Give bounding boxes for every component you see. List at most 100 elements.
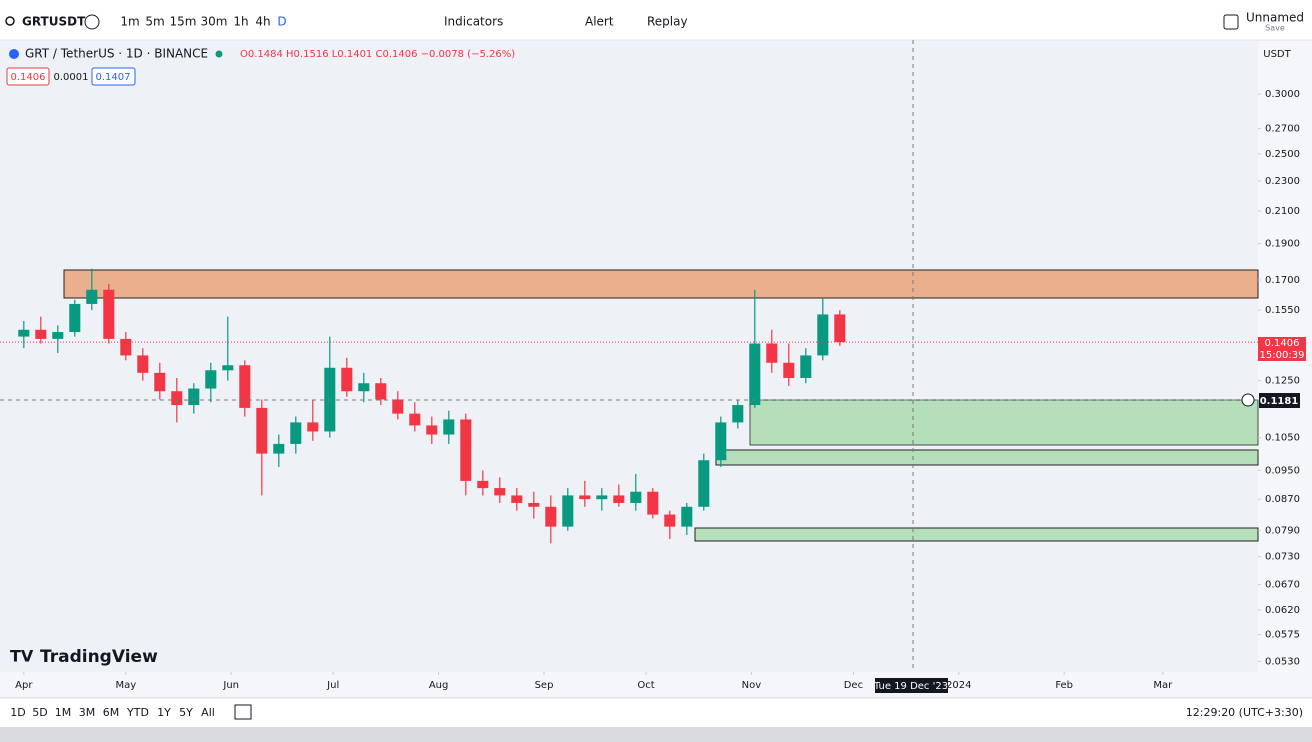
currency[interactable]: USDT <box>1263 49 1291 60</box>
y-tick-label: 0.0620 <box>1265 605 1300 616</box>
alert[interactable]: Alert <box>585 15 614 29</box>
plot-area <box>0 40 1258 672</box>
time-axis <box>0 672 1312 698</box>
date-range-icon[interactable] <box>234 704 252 720</box>
price-tag-value: 0.1406 <box>1265 338 1300 349</box>
range-button[interactable]: 5D <box>32 706 47 719</box>
x-tick-label: Jul <box>326 680 339 691</box>
candle-body <box>375 383 387 400</box>
candle-body <box>681 506 693 527</box>
interval[interactable]: 1m <box>120 15 139 29</box>
range-button[interactable]: All <box>201 706 215 719</box>
candle-body <box>392 399 404 414</box>
candle-body <box>460 419 472 481</box>
candle-body <box>562 495 574 527</box>
candle-body <box>154 372 166 392</box>
add-symbol[interactable] <box>84 14 100 30</box>
candle-body <box>596 495 608 500</box>
x-tick-label: Feb <box>1055 680 1073 691</box>
legend-title: GRT / TetherUS · 1D · BINANCE <box>25 47 208 61</box>
y-tick-label: 0.1050 <box>1265 433 1300 444</box>
x-tick-label: Dec <box>844 680 863 691</box>
y-tick-label: 0.2300 <box>1265 176 1300 187</box>
interval[interactable]: 5m <box>145 15 164 29</box>
y-tick-label: 0.0790 <box>1265 526 1300 537</box>
candle-body <box>834 314 846 343</box>
candle-body <box>749 343 761 406</box>
range-button[interactable]: YTD <box>126 706 149 719</box>
symbol[interactable]: GRTUSDT <box>22 15 86 29</box>
y-tick-label: 0.0670 <box>1265 580 1300 591</box>
range-button[interactable]: 1Y <box>157 706 171 719</box>
crosshair-date-box <box>875 678 948 693</box>
range-button[interactable]: 1D <box>10 706 25 719</box>
replay[interactable]: Replay <box>647 15 688 29</box>
candle-body <box>358 383 370 392</box>
interval[interactable]: 4h <box>255 15 270 29</box>
range-button[interactable]: 1M <box>55 706 72 719</box>
crosshair-price-box <box>1259 393 1300 408</box>
price-tag <box>1258 337 1306 361</box>
bottom-bar <box>0 698 1312 727</box>
logo-mark: 𝗧𝗩 <box>10 647 34 666</box>
interval[interactable]: D <box>277 15 286 29</box>
demand-zone[interactable] <box>749 399 1259 446</box>
candle-body <box>205 370 217 389</box>
countdown: 15:00:39 <box>1260 350 1305 361</box>
candle-body <box>545 506 557 527</box>
x-tick-label: Apr <box>15 680 33 691</box>
interval[interactable]: 15m <box>170 15 197 29</box>
candle-body <box>290 422 302 444</box>
demand-zone[interactable] <box>715 449 1259 466</box>
candle-body <box>477 480 489 489</box>
interval[interactable]: 1h <box>233 15 248 29</box>
toolbar <box>0 0 1312 40</box>
y-tick-label: 0.1250 <box>1265 376 1300 387</box>
candle-body <box>613 495 625 503</box>
candle-body <box>426 425 438 435</box>
sell-box[interactable] <box>6 67 50 86</box>
y-tick-label: 0.2500 <box>1265 149 1300 160</box>
candle-body <box>239 365 251 408</box>
y-tick-label: 0.3000 <box>1265 89 1300 100</box>
x-tick-label: Mar <box>1153 680 1173 691</box>
candle-body <box>664 514 676 527</box>
search-icon[interactable] <box>5 16 15 26</box>
indicators[interactable]: Indicators <box>444 15 503 29</box>
layout-icon[interactable] <box>1223 14 1239 30</box>
y-tick-label: 0.0575 <box>1265 630 1300 641</box>
x-tick-label: Oct <box>637 680 654 691</box>
y-tick-label: 0.0730 <box>1265 552 1300 563</box>
range-button[interactable]: 6M <box>103 706 120 719</box>
candle-body <box>511 495 523 503</box>
candle-body <box>103 289 115 339</box>
bid[interactable]: 0.1406 <box>11 72 46 83</box>
candle-body <box>120 338 132 356</box>
resistance-zone[interactable] <box>63 269 1259 299</box>
candle-body <box>715 422 727 461</box>
save[interactable]: Save <box>1265 24 1285 33</box>
layout-name[interactable]: Unnamed <box>1246 11 1304 25</box>
candle-body <box>18 329 30 337</box>
interval[interactable]: 30m <box>201 15 228 29</box>
candle-body <box>443 419 455 435</box>
y-tick-label: 0.2700 <box>1265 124 1300 135</box>
y-tick-label: 0.0870 <box>1265 494 1300 505</box>
ask[interactable]: 0.1407 <box>96 72 131 83</box>
clock[interactable]: 12:29:20 (UTC+3:30) <box>1186 706 1303 719</box>
range-button[interactable]: 5Y <box>179 706 193 719</box>
candle-body <box>579 495 591 500</box>
x-tick-label: Nov <box>742 680 762 691</box>
buy-box[interactable] <box>91 67 136 86</box>
plus-button[interactable] <box>1241 393 1255 407</box>
x-tick-label: Aug <box>429 680 449 691</box>
candle-body <box>817 314 829 356</box>
x-tick-label: 2024 <box>946 680 971 691</box>
range-button[interactable]: 3M <box>79 706 96 719</box>
y-tick-label: 0.1700 <box>1265 275 1300 286</box>
x-tick-label: Jun <box>222 680 239 691</box>
candle-body <box>69 303 81 333</box>
symbol-logo <box>9 49 19 59</box>
demand-zone[interactable] <box>694 527 1259 542</box>
